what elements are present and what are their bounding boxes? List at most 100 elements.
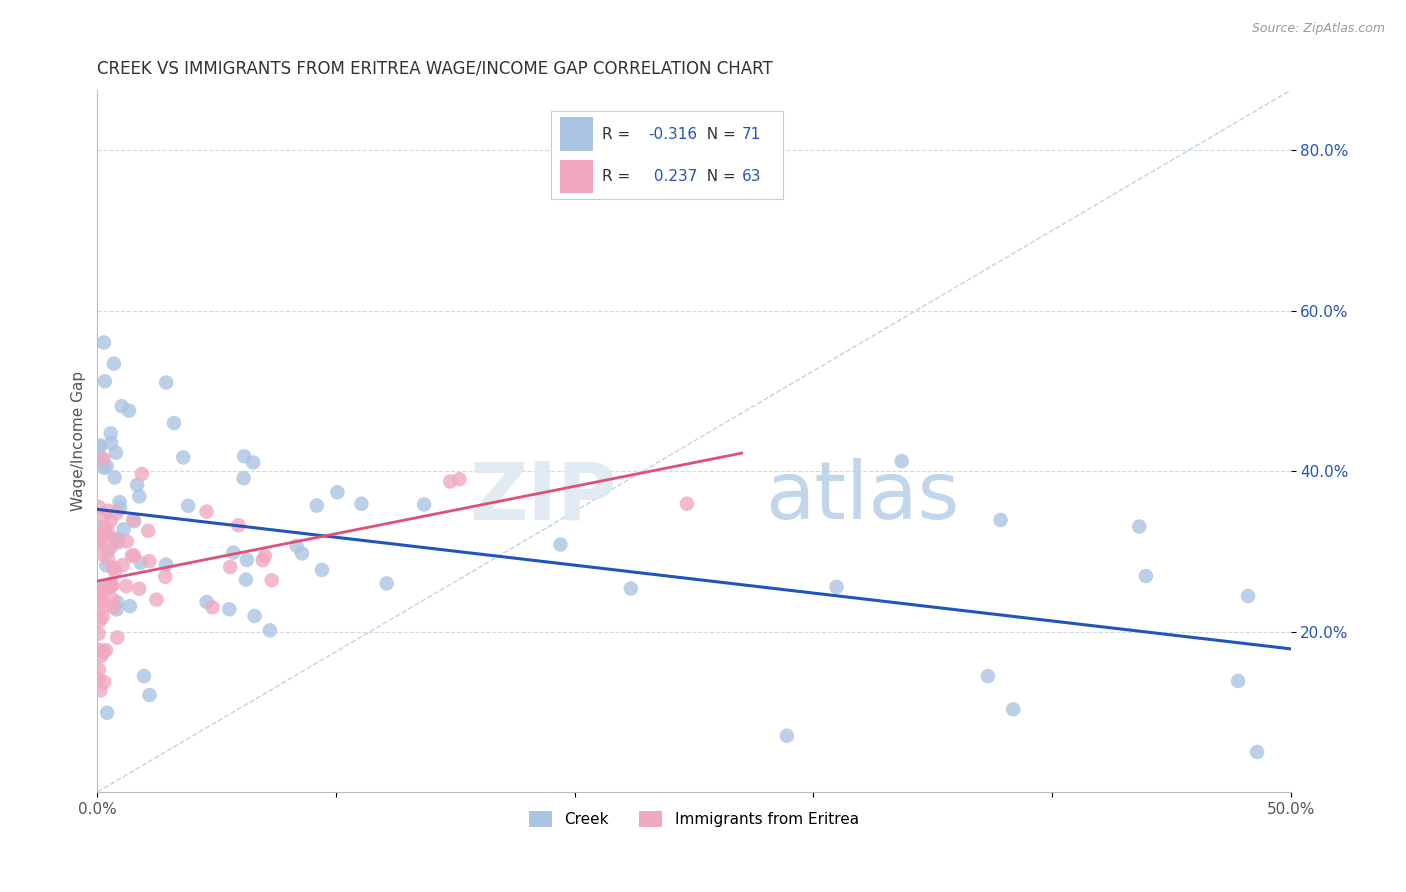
Point	[104, 445, 127, 459]
Point	[100, 541, 122, 555]
Point	[89, 438, 111, 452]
Bar	[560, 160, 593, 193]
Point	[145, 592, 167, 607]
FancyBboxPatch shape	[551, 112, 783, 199]
Point	[89, 535, 111, 549]
Point	[93, 522, 115, 536]
Point	[94, 374, 117, 388]
Point	[103, 560, 125, 574]
Point	[87, 663, 110, 677]
Point	[93, 645, 115, 659]
Point	[326, 485, 349, 500]
Point	[98, 577, 121, 591]
Point	[100, 579, 122, 593]
Point	[138, 688, 160, 702]
Point	[128, 582, 150, 596]
Point	[91, 610, 114, 624]
Point	[89, 614, 111, 628]
Point	[90, 648, 112, 663]
Point	[108, 495, 131, 509]
Point	[1237, 589, 1260, 603]
Point	[100, 513, 122, 527]
Point	[172, 450, 194, 465]
Point	[93, 461, 115, 475]
Point	[89, 683, 111, 698]
Point	[93, 675, 115, 690]
Point	[91, 588, 114, 602]
Point	[252, 553, 274, 567]
Point	[550, 537, 572, 551]
Point	[91, 600, 114, 615]
Text: 0.237: 0.237	[648, 169, 697, 184]
Point	[236, 553, 259, 567]
Point	[155, 558, 177, 572]
Point	[233, 450, 256, 464]
Point	[235, 573, 257, 587]
Point	[96, 459, 118, 474]
Point	[115, 579, 138, 593]
Point	[90, 531, 112, 545]
Y-axis label: Wage/Income Gap: Wage/Income Gap	[72, 371, 86, 511]
Point	[155, 376, 177, 390]
Point	[825, 580, 848, 594]
Point	[97, 543, 120, 558]
Point	[115, 534, 138, 549]
Point	[89, 520, 111, 534]
Point	[350, 497, 373, 511]
Point	[305, 499, 328, 513]
Text: -0.316: -0.316	[648, 127, 697, 142]
Text: N =: N =	[697, 169, 741, 184]
Point	[90, 533, 112, 547]
Point	[413, 498, 436, 512]
Point	[100, 426, 122, 441]
Point	[259, 624, 281, 638]
Point	[449, 472, 471, 486]
Point	[94, 526, 117, 541]
Point	[89, 582, 111, 597]
Point	[105, 602, 128, 616]
Point	[103, 470, 125, 484]
Point	[93, 511, 115, 525]
Point	[89, 547, 111, 561]
Point	[87, 500, 110, 514]
Bar	[560, 118, 593, 151]
Point	[242, 455, 264, 469]
Point	[127, 478, 149, 492]
Point	[1227, 673, 1250, 688]
Point	[375, 576, 398, 591]
Point	[89, 581, 111, 595]
Point	[105, 533, 128, 548]
Point	[90, 452, 112, 467]
Point	[111, 399, 134, 413]
Point	[91, 595, 114, 609]
Text: 63: 63	[741, 169, 761, 184]
Text: ZIP: ZIP	[470, 458, 616, 536]
Point	[439, 475, 461, 489]
Text: Source: ZipAtlas.com: Source: ZipAtlas.com	[1251, 22, 1385, 36]
Point	[253, 549, 276, 563]
Point	[201, 600, 224, 615]
Point	[243, 609, 266, 624]
Point	[101, 578, 124, 592]
Text: 71: 71	[741, 127, 761, 142]
Point	[1128, 519, 1150, 533]
Point	[98, 580, 121, 594]
Point	[103, 357, 125, 371]
Point	[195, 505, 218, 519]
Point	[129, 556, 152, 570]
Point	[103, 600, 125, 615]
Point	[105, 631, 128, 645]
Point	[87, 642, 110, 657]
Point	[104, 532, 127, 546]
Point	[87, 673, 110, 687]
Point	[112, 522, 135, 536]
Point	[93, 335, 115, 350]
Point	[177, 499, 200, 513]
Point	[122, 514, 145, 528]
Point	[96, 558, 118, 573]
Point	[136, 524, 159, 538]
Text: atlas: atlas	[766, 458, 960, 536]
Point	[107, 535, 129, 549]
Legend: Creek, Immigrants from Eritrea: Creek, Immigrants from Eritrea	[523, 805, 865, 833]
Point	[108, 501, 131, 516]
